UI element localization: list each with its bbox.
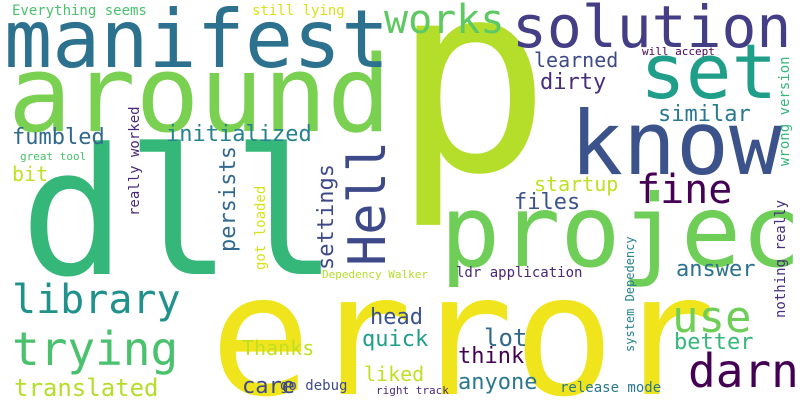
word-library: library <box>12 277 181 323</box>
word-know: know <box>570 92 782 195</box>
word-thanks: Thanks <box>242 336 315 360</box>
word-liked: liked <box>364 362 425 386</box>
word-wrong-version: wrong version <box>777 56 793 166</box>
word-initialized: initialized <box>166 122 312 147</box>
word-will-accept: will accept <box>642 45 715 58</box>
word-answer: answer <box>676 257 756 282</box>
word-release-mode: release mode <box>560 380 662 396</box>
word-p: p <box>392 0 551 233</box>
word-quick: quick <box>362 327 429 352</box>
word-error: error <box>210 238 716 400</box>
word-solution: solution <box>512 0 792 61</box>
word-translated: translated <box>14 374 159 400</box>
word-learned: learned <box>534 48 619 72</box>
word-really-worked: really worked <box>127 106 143 216</box>
word-lot: lot <box>484 324 528 352</box>
word-persists: persists <box>216 146 241 252</box>
word-project: project <box>440 173 800 290</box>
word-depedency-walker: Depedency Walker <box>322 268 428 281</box>
word-nothing-really: nothing really <box>773 199 789 318</box>
word-darn: darn <box>688 344 799 398</box>
word-works: works <box>384 0 505 43</box>
word-around: around <box>8 33 391 156</box>
word-set: set <box>640 27 778 116</box>
word-think: think <box>458 344 525 369</box>
word-trying: trying <box>12 322 179 376</box>
word-everything-seems: Everything seems <box>12 3 147 19</box>
word-right-track: right track <box>376 384 449 397</box>
word-got-loaded: got loaded <box>253 185 269 270</box>
word-files: files <box>514 190 581 215</box>
word-bit: bit <box>12 162 49 186</box>
word-fine: fine <box>636 167 733 213</box>
word-startup: startup <box>534 172 619 196</box>
word-ldr-application: ldr application <box>456 265 583 281</box>
word-dirty: dirty <box>540 70 607 95</box>
word-similar: similar <box>658 102 751 127</box>
word-anyone: anyone <box>458 370 538 395</box>
word-use: use <box>672 292 752 343</box>
word-great-tool: great tool <box>20 150 87 163</box>
word-manifest: manifest <box>4 0 390 86</box>
word-head: head <box>370 305 423 330</box>
word-still-lying: still lying <box>252 3 345 19</box>
word-settings: settings <box>314 164 339 270</box>
word-fumbled: fumbled <box>12 125 105 150</box>
word-system-depedency: system Depedency <box>623 236 637 352</box>
word-care: care <box>242 374 295 399</box>
word-dll: dll <box>20 111 338 316</box>
word-hell: Hell <box>338 140 398 266</box>
word-go-debug: go debug <box>280 378 348 394</box>
word-better: better <box>674 330 754 355</box>
